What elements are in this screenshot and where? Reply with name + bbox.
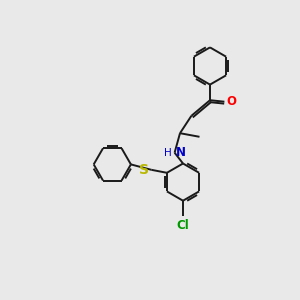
Text: N: N	[176, 146, 186, 159]
Text: O: O	[226, 95, 236, 108]
Text: H: H	[164, 148, 172, 158]
Text: S: S	[140, 163, 149, 177]
Text: Cl: Cl	[177, 219, 189, 232]
